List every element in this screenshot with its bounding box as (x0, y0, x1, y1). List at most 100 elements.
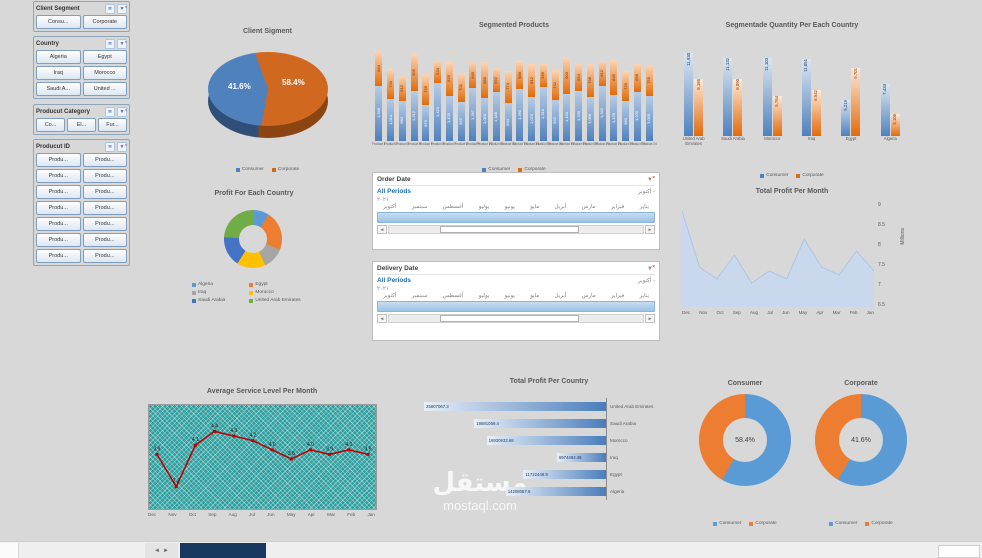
x-axis-tick-label: Nov (168, 512, 177, 517)
segmented-products-chart: Segmented Products 844 1,348 Product 1 733 1… (368, 20, 660, 172)
legend-swatch (796, 173, 801, 178)
slicer-button[interactable]: Produ... (36, 153, 81, 167)
horizontal-scrollbar[interactable] (938, 545, 980, 558)
slicer-button[interactable]: Fur... (98, 118, 127, 132)
line-plot-area: 3.9 3.2 4.1 4.4 4.3 4.2 4.0 3.8 4.0 3.9 4.0 3.9 (148, 404, 377, 510)
slicer-button[interactable]: Produ... (36, 169, 81, 183)
scrollbar-thumb[interactable] (439, 226, 580, 233)
hbar-row: 25807067.3 United Arab Emirates (424, 398, 674, 415)
slicer-button[interactable]: Produ... (82, 233, 127, 247)
multi-select-icon[interactable]: ≣ (105, 38, 115, 49)
sheet-nav-left-icon[interactable]: ◄ (154, 547, 160, 554)
category-label: Product 11 (488, 142, 504, 146)
clear-filter-icon[interactable]: ▼ × (117, 106, 127, 117)
slicer-country: Country ≣ ▼ × Algeria Egypt Iraq Morocco Saud… (33, 36, 130, 99)
consumer-segment: 1,205 (633, 91, 641, 141)
clear-filter-icon[interactable]: ▼ × (117, 38, 127, 49)
slicer-button[interactable]: Iraq (36, 66, 81, 80)
sheet-tab-active[interactable] (180, 543, 266, 558)
bar-column: 880 1,050 Product 10 (477, 42, 492, 148)
scrollbar-thumb[interactable] (439, 315, 580, 322)
stacked-bar: 534 1,420 (434, 60, 442, 141)
bar-value-label: 11,051 (803, 58, 809, 72)
slicer-button[interactable]: Produ... (82, 169, 127, 183)
category-label: Morocco (610, 438, 628, 443)
category-label: Saudi Arabia (721, 136, 745, 141)
legend-label: United Arab Emirates (255, 298, 301, 303)
clear-filter-icon[interactable]: ▼ × (117, 141, 127, 152)
bar-value-label: 1,310 (540, 109, 546, 120)
delivery-date-timeline: Delivery Date ▼ × All Periods - أكتوبر ٢٠… (372, 261, 660, 341)
profit-bar: 16930933.68 (486, 436, 606, 445)
timeline-year-label: ٢٠٢١ (377, 286, 389, 292)
y-axis-ticks: 9 8.5 8 7.5 7 6.5 (878, 202, 885, 308)
timeline-selection-bar[interactable] (377, 301, 655, 312)
slicer-button[interactable]: Morocco (82, 66, 127, 80)
consumer-segment: 1,120 (610, 95, 618, 141)
hbar-plot-area: 25807067.3 United Arab Emirates 18681059.4… (424, 398, 674, 500)
slicer-button[interactable]: Produ... (82, 201, 127, 215)
slicer-button[interactable]: Produ... (82, 185, 127, 199)
corporate-segment: 733 (387, 69, 395, 100)
hbar-row: 6974484.45 Iraq (424, 449, 674, 466)
slicer-button[interactable]: Produ... (36, 249, 81, 263)
clear-filter-icon[interactable]: ▼ × (117, 3, 127, 14)
scroll-left-arrow-icon[interactable]: ◄ (377, 314, 387, 323)
legend-swatch (760, 173, 765, 178)
legend-swatch (249, 290, 254, 295)
slicer-button[interactable]: Produ... (36, 185, 81, 199)
slicer-button[interactable]: Consu... (36, 15, 81, 29)
scroll-left-arrow-icon[interactable]: ◄ (377, 225, 387, 234)
slicer-button[interactable]: Produ... (36, 217, 81, 231)
bar-value-label: 701 (458, 84, 464, 91)
svg-text:3.9: 3.9 (326, 446, 333, 452)
bar-value-label: 18681059.4 (476, 421, 499, 426)
x-axis-tick-label: Mar (327, 512, 336, 517)
timeline-month-label: يوليو (478, 204, 490, 210)
category-label: Product 17 (559, 142, 575, 146)
slicer-button[interactable]: Produ... (82, 153, 127, 167)
consumer-bar: 5,219 (841, 99, 851, 136)
clear-filter-icon[interactable]: ▼ × (645, 264, 655, 272)
scroll-right-arrow-icon[interactable]: ► (645, 314, 655, 323)
slicer-button[interactable]: Produ... (36, 201, 81, 215)
slicer-button[interactable]: Egypt (82, 50, 127, 64)
stacked-bar: 688 1,260 (516, 61, 524, 141)
slicer-button[interactable]: Algeria (36, 50, 81, 64)
slicer-button[interactable]: Co... (36, 118, 65, 132)
multi-select-icon[interactable]: ≣ (105, 106, 115, 117)
slicer-button[interactable]: Saudi A... (36, 82, 81, 96)
slicer-button[interactable]: El... (67, 118, 96, 132)
slicer-button[interactable]: Corporate (82, 15, 127, 29)
bar-value-label: 876 (422, 119, 428, 127)
line-series: 3.9 3.2 4.1 4.4 4.3 4.2 4.0 3.8 4.0 3.9 4.0 3.9 (154, 423, 372, 489)
category-label: Product 1 (372, 142, 386, 146)
clear-filter-icon[interactable]: ▼ × (645, 175, 655, 183)
timeline-selection-bar[interactable] (377, 212, 655, 223)
multi-select-icon[interactable]: ≣ (105, 3, 115, 14)
slicer-button[interactable]: Produ... (82, 249, 127, 263)
consumer-segment: 984 (398, 100, 406, 141)
timeline-period-selector[interactable]: All Periods (377, 277, 411, 284)
slicer-button[interactable]: Produ... (36, 233, 81, 247)
multi-select-icon[interactable]: ≣ (105, 141, 115, 152)
slicer-product-category: Producut Category ≣ ▼ × Co... El... Fur... (33, 104, 130, 135)
scroll-right-arrow-icon[interactable]: ► (645, 225, 655, 234)
scrollbar-track[interactable] (388, 314, 644, 323)
timeline-scrollbar: ◄ ► (377, 225, 655, 234)
bar-group: 7,433 3,108 Algeria (875, 46, 906, 150)
bar-value-label: 9,701 (852, 68, 858, 79)
funnel-glyph: ▼ (119, 40, 125, 47)
consumer-bar: 11,103 (762, 58, 772, 136)
timeline-period-selector[interactable]: All Periods (377, 188, 411, 195)
sheet-nav-right-icon[interactable]: ► (163, 547, 169, 554)
corporate-segment: 612 (398, 75, 406, 101)
slicer-button[interactable]: Produ... (82, 217, 127, 231)
svg-text:4.0: 4.0 (345, 442, 352, 448)
bar-value-label: 668 (634, 74, 640, 82)
bar-group: 5,219 9,701 Egypt (835, 46, 866, 150)
svg-text:4.3: 4.3 (230, 428, 237, 434)
slicer-button[interactable]: United ... (82, 82, 127, 96)
bar-column: 592 1,188 Product 11 (488, 42, 504, 148)
scrollbar-track[interactable] (388, 225, 644, 234)
